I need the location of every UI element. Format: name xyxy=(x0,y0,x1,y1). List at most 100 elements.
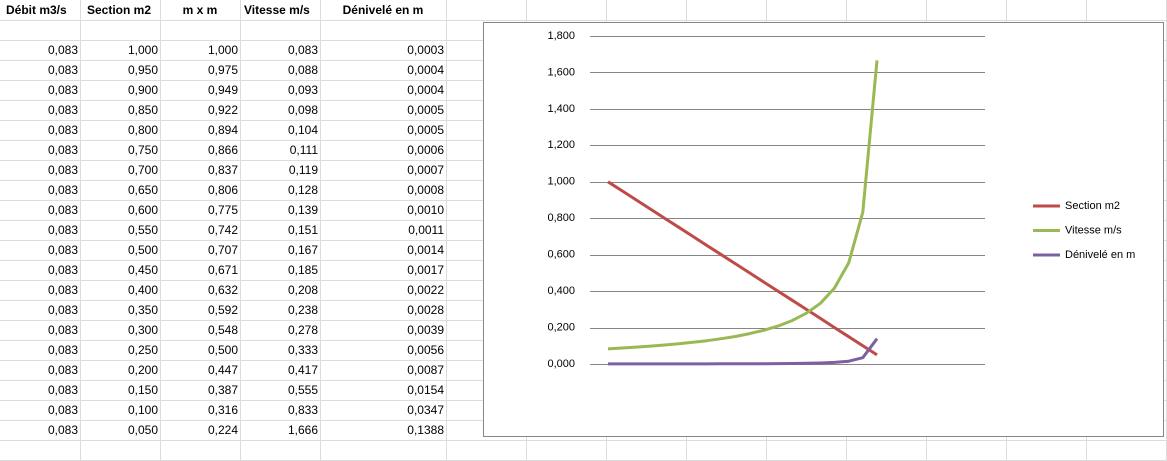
cell: 0,0008 xyxy=(407,183,444,197)
cell: 0,083 xyxy=(48,143,78,157)
cell: 0,104 xyxy=(288,123,318,137)
cell: 0,850 xyxy=(128,103,158,117)
cell: 0,350 xyxy=(128,303,158,317)
cell: 0,0056 xyxy=(407,343,444,357)
column-header: Vitesse m/s xyxy=(244,3,310,17)
cell: 0,1388 xyxy=(407,423,444,437)
column-header: Dénivelé en m xyxy=(343,3,424,17)
cell: 0,119 xyxy=(289,163,318,177)
cell: 0,278 xyxy=(288,323,318,337)
y-tick-label: 1,200 xyxy=(547,139,575,151)
cell: 0,387 xyxy=(208,383,238,397)
cell: 0,083 xyxy=(48,403,78,417)
cell: 0,949 xyxy=(208,83,238,97)
cell: 0,250 xyxy=(128,343,158,357)
cell: 0,100 xyxy=(128,403,158,417)
cell: 0,083 xyxy=(48,223,78,237)
legend-label: Section m2 xyxy=(1065,200,1120,212)
cell: 0,0087 xyxy=(407,363,444,377)
cell: 0,800 xyxy=(128,123,158,137)
cell: 0,083 xyxy=(48,303,78,317)
cell: 0,333 xyxy=(288,343,318,357)
cell: 0,600 xyxy=(128,203,158,217)
cell: 0,093 xyxy=(288,83,318,97)
cell: 0,083 xyxy=(48,423,78,437)
cell: 0,866 xyxy=(208,143,238,157)
cell: 0,922 xyxy=(208,103,238,117)
cell: 1,000 xyxy=(208,43,238,57)
series-line xyxy=(608,337,879,366)
cell: 0,139 xyxy=(288,203,318,217)
cell: 0,083 xyxy=(48,203,78,217)
y-tick-label: 0,600 xyxy=(547,249,575,261)
cell: 0,083 xyxy=(48,183,78,197)
cell: 0,742 xyxy=(208,223,238,237)
cell: 0,950 xyxy=(128,63,158,77)
cell: 0,083 xyxy=(48,363,78,377)
cell: 0,083 xyxy=(48,343,78,357)
cell: 0,555 xyxy=(288,383,318,397)
cell: 0,0017 xyxy=(407,263,444,277)
cell: 0,447 xyxy=(208,363,238,377)
cell: 0,0003 xyxy=(407,43,444,57)
cell: 0,632 xyxy=(208,283,238,297)
cell: 0,500 xyxy=(208,343,238,357)
cell: 0,550 xyxy=(128,223,158,237)
cell: 0,083 xyxy=(48,243,78,257)
cell: 0,707 xyxy=(208,243,238,257)
cell: 0,300 xyxy=(128,323,158,337)
y-tick-label: 0,800 xyxy=(547,212,575,224)
cell: 0,083 xyxy=(48,123,78,137)
cell: 0,208 xyxy=(288,283,318,297)
cell: 0,111 xyxy=(290,143,319,157)
chart-area xyxy=(483,22,1164,437)
cell: 0,238 xyxy=(288,303,318,317)
y-tick-label: 1,000 xyxy=(547,176,575,188)
y-tick-label: 1,400 xyxy=(547,103,575,115)
cell: 0,750 xyxy=(128,143,158,157)
cell: 0,837 xyxy=(208,163,238,177)
cell: 0,185 xyxy=(288,263,318,277)
cell: 0,0014 xyxy=(407,243,444,257)
cell: 0,0347 xyxy=(407,403,444,417)
cell: 0,083 xyxy=(48,263,78,277)
cell: 0,0004 xyxy=(407,83,444,97)
cell: 0,083 xyxy=(48,383,78,397)
cell: 0,167 xyxy=(288,243,318,257)
cell: 0,0005 xyxy=(407,103,444,117)
cell: 0,083 xyxy=(48,83,78,97)
column-header: Section m2 xyxy=(87,3,151,17)
cell: 0,500 xyxy=(128,243,158,257)
cell: 0,833 xyxy=(288,403,318,417)
cell: 0,098 xyxy=(288,103,318,117)
cell: 0,0011 xyxy=(408,223,444,237)
cell: 0,0006 xyxy=(407,143,444,157)
cell: 0,0154 xyxy=(407,383,444,397)
cell: 0,083 xyxy=(48,283,78,297)
cell: 0,592 xyxy=(208,303,238,317)
cell: 0,083 xyxy=(48,323,78,337)
cell: 0,316 xyxy=(208,403,238,417)
cell: 0,050 xyxy=(128,423,158,437)
cell: 0,975 xyxy=(208,63,238,77)
y-tick-label: 0,400 xyxy=(547,285,575,297)
cell: 0,088 xyxy=(288,63,318,77)
cell: 0,200 xyxy=(128,363,158,377)
legend-label: Vitesse m/s xyxy=(1065,224,1122,236)
cell: 0,0004 xyxy=(407,63,444,77)
cell: 0,775 xyxy=(208,203,238,217)
legend-label: Dénivelé en m xyxy=(1065,249,1135,261)
cell: 0,151 xyxy=(288,223,318,237)
cell: 0,417 xyxy=(288,363,318,377)
cell: 0,128 xyxy=(288,183,318,197)
y-tick-label: 0,200 xyxy=(547,321,575,333)
y-tick-label: 1,600 xyxy=(547,66,575,78)
cell: 0,083 xyxy=(48,43,78,57)
cell: 0,671 xyxy=(208,263,238,277)
cell: 0,0022 xyxy=(407,283,444,297)
cell: 0,083 xyxy=(288,43,318,57)
cell: 0,083 xyxy=(48,163,78,177)
column-header: m x m xyxy=(183,3,218,17)
